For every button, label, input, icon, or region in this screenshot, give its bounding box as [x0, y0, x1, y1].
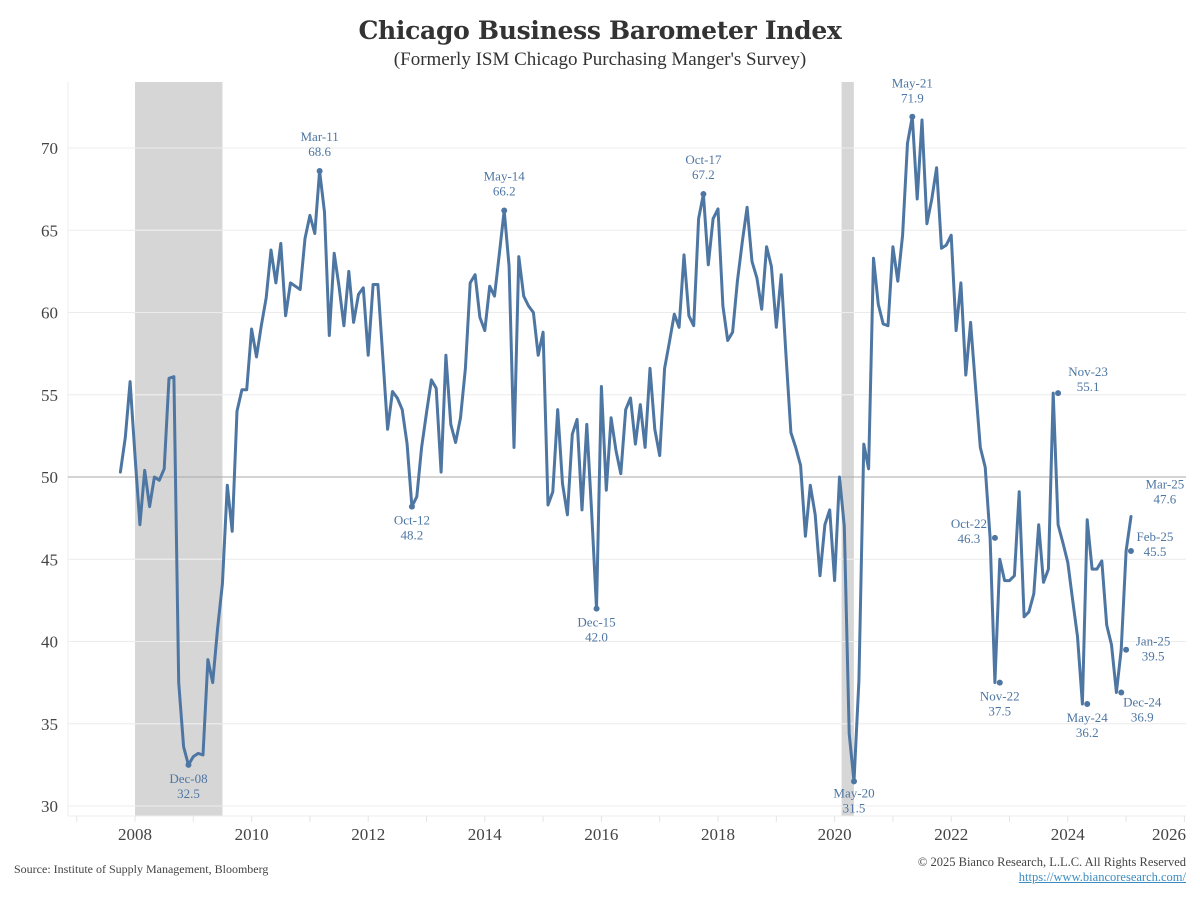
annotation-value: 37.5 — [988, 704, 1011, 719]
annotation-value: 71.9 — [901, 91, 924, 106]
x-tick-label: 2020 — [818, 825, 852, 844]
y-tick-label: 40 — [41, 633, 58, 652]
annotation-month: Feb-25 — [1137, 529, 1174, 544]
annotation-month: Dec-08 — [169, 771, 207, 786]
y-tick-label: 60 — [41, 304, 58, 323]
data-point-marker — [991, 534, 998, 541]
annotation-month: Jan-25 — [1136, 634, 1171, 649]
y-tick-label: 35 — [41, 715, 58, 734]
data-point-marker — [593, 605, 600, 612]
website-link[interactable]: https://www.biancoresearch.com/ — [1018, 870, 1186, 884]
annotation-value: 32.5 — [177, 786, 200, 801]
x-tick-label: 2026 — [1152, 825, 1186, 844]
chart-subtitle: (Formerly ISM Chicago Purchasing Manger'… — [393, 49, 807, 70]
annotation-value: 36.9 — [1131, 709, 1154, 724]
y-tick-label: 50 — [41, 468, 58, 487]
annotation-value: 68.6 — [308, 144, 331, 159]
annotation-month: Dec-24 — [1123, 694, 1162, 709]
y-tick-label: 70 — [41, 139, 58, 158]
data-point-marker — [700, 191, 707, 198]
copyright-note: © 2025 Bianco Research, L.L.C. All Right… — [917, 855, 1186, 869]
data-point-marker — [1123, 646, 1130, 653]
annotation-value: 36.2 — [1076, 725, 1099, 740]
x-tick-label: 2022 — [934, 825, 968, 844]
annotation-month: May-20 — [833, 785, 874, 800]
data-point-marker — [501, 207, 508, 214]
annotation-month: Dec-15 — [577, 615, 615, 630]
y-tick-label: 65 — [41, 221, 58, 240]
annotation-month: May-24 — [1067, 710, 1109, 725]
annotation-value: 66.2 — [493, 184, 516, 199]
data-point-marker — [996, 679, 1003, 686]
data-point-marker — [1084, 701, 1091, 708]
x-tick-label: 2010 — [235, 825, 269, 844]
annotation-month: Mar-11 — [301, 129, 339, 144]
annotation-value: 47.6 — [1153, 491, 1176, 506]
annotation-value: 39.5 — [1142, 649, 1165, 664]
series — [118, 115, 1133, 783]
annotation-value: 46.3 — [958, 531, 981, 546]
data-point-marker — [851, 778, 858, 785]
annotation-value: 67.2 — [692, 167, 715, 182]
x-tick-label: 2012 — [351, 825, 385, 844]
annotation-month: Nov-22 — [980, 689, 1020, 704]
annotation-month: Oct-12 — [394, 513, 430, 528]
annotation-value: 31.5 — [843, 800, 866, 815]
annotation-value: 45.5 — [1144, 544, 1167, 559]
data-point-marker — [1118, 689, 1125, 696]
data-point-marker — [185, 761, 192, 768]
y-tick-label: 55 — [41, 386, 58, 405]
gridlines — [67, 82, 1186, 817]
annotation-value: 42.0 — [585, 630, 608, 645]
x-tick-label: 2024 — [1051, 825, 1086, 844]
annotation-month: Nov-23 — [1068, 364, 1108, 379]
annotation-month: Mar-25 — [1145, 476, 1184, 491]
data-point-marker — [316, 168, 323, 175]
data-point-marker — [408, 503, 415, 510]
annotation-month: May-21 — [892, 76, 933, 91]
y-tick-label: 30 — [41, 797, 58, 816]
x-tick-label: 2008 — [118, 825, 152, 844]
annotation-value: 55.1 — [1077, 379, 1100, 394]
data-point-marker — [1055, 390, 1062, 397]
annotation-month: Oct-17 — [685, 152, 722, 167]
source-note: Source: Institute of Supply Management, … — [14, 862, 269, 876]
chart-title: Chicago Business Barometer Index — [358, 16, 842, 45]
x-tick-label: 2016 — [584, 825, 618, 844]
series-line — [118, 115, 1133, 783]
annotation-month: Oct-22 — [951, 516, 987, 531]
x-tick-label: 2014 — [468, 825, 503, 844]
data-point-marker — [909, 113, 916, 120]
annotation-month: May-14 — [484, 169, 526, 184]
data-point-marker — [1127, 548, 1134, 555]
recession-band — [841, 82, 854, 816]
axes: 30 35 40 45 50 55 60 65 70 2008 2010 2012 2014 2016 20… — [41, 139, 1186, 844]
y-tick-label: 45 — [41, 550, 58, 569]
recession-band — [135, 82, 223, 816]
x-tick-label: 2018 — [701, 825, 735, 844]
annotation-value: 48.2 — [401, 528, 424, 543]
